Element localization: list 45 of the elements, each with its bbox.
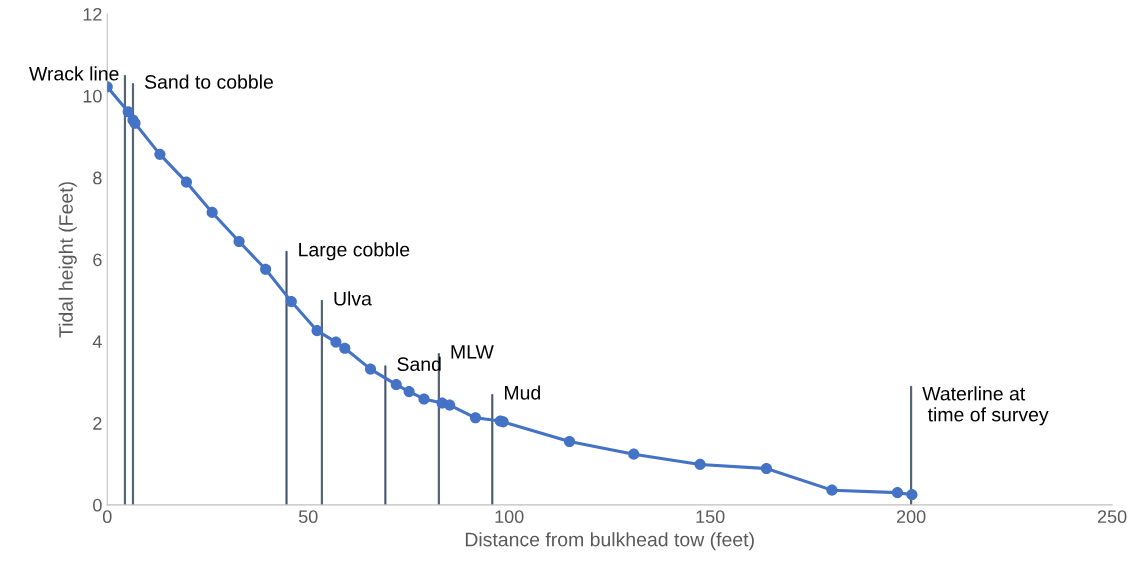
point <box>403 386 415 398</box>
point <box>826 484 838 496</box>
point <box>233 235 245 248</box>
y-tick-label: 12 <box>83 7 102 21</box>
point <box>891 487 903 499</box>
point <box>330 336 342 348</box>
point <box>906 489 918 501</box>
point <box>260 263 272 275</box>
point <box>563 435 576 448</box>
x-tick-label: 250 <box>1097 510 1127 524</box>
y-tick-label: 10 <box>83 89 102 103</box>
point <box>180 176 192 188</box>
x-tick-label: 200 <box>896 510 926 524</box>
x-tick-label: 0 <box>102 510 112 524</box>
y-tick-label: 0 <box>93 498 102 512</box>
y-axis-title: Tidal height (Feet) <box>58 182 77 338</box>
y-tick-label: 2 <box>93 417 102 430</box>
point <box>444 399 456 411</box>
point <box>311 325 323 337</box>
annotation: Ulva <box>334 291 372 306</box>
y-tick-label: 8 <box>93 171 102 185</box>
x-tick-label: 150 <box>696 510 725 524</box>
x-tick-label: 100 <box>495 510 524 524</box>
x-tick-label: 50 <box>298 510 318 524</box>
x-axis-title: Distance from bulkhead tow (feet) <box>465 532 754 551</box>
annotation: Large cobble <box>299 242 410 261</box>
y-tick-label: 6 <box>93 253 102 267</box>
point <box>154 148 166 160</box>
point <box>364 363 377 375</box>
annotation: MLW <box>451 345 494 359</box>
point <box>694 458 706 470</box>
point <box>339 342 351 354</box>
point <box>760 462 772 475</box>
point <box>206 206 218 218</box>
annotation: Wrack line <box>29 66 119 81</box>
point <box>628 448 640 460</box>
point <box>122 106 134 118</box>
annotation: Sand to cobble <box>144 74 273 89</box>
y-tick-label: 4 <box>92 335 102 348</box>
annotation: Waterline at time of survey <box>922 386 1049 426</box>
point <box>390 379 402 391</box>
point <box>285 296 297 308</box>
point <box>418 393 430 405</box>
annotation: Mud <box>505 385 540 400</box>
point <box>469 412 481 424</box>
